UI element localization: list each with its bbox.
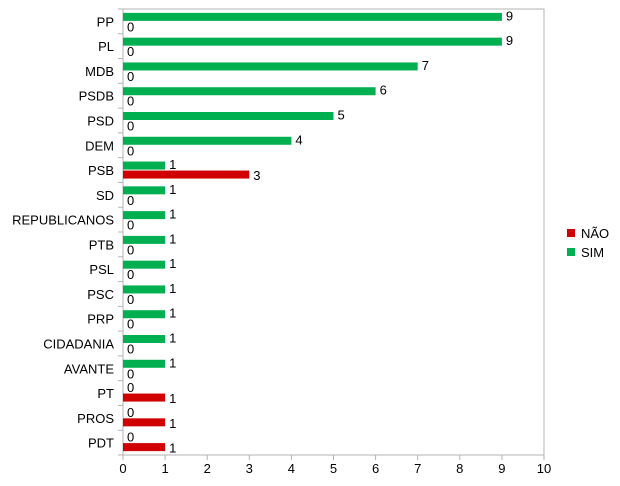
category-label: PSD <box>87 114 114 129</box>
legend-label: SIM <box>581 245 604 260</box>
data-label-sim: 1 <box>169 182 176 197</box>
bar-sim <box>123 260 166 269</box>
category-label: SD <box>96 188 114 203</box>
data-label-sim: 9 <box>506 33 513 48</box>
data-label-sim: 1 <box>169 256 176 271</box>
data-label-nao: 0 <box>127 242 134 257</box>
data-label-nao: 0 <box>127 366 134 381</box>
data-label-sim: 4 <box>295 132 302 147</box>
x-tick-label: 7 <box>414 461 421 476</box>
category-label: PRP <box>87 312 114 327</box>
category-label: AVANTE <box>64 361 114 376</box>
bar-sim <box>123 62 418 71</box>
legend-label: NÃO <box>581 226 609 241</box>
data-label-nao: 1 <box>169 416 176 431</box>
bars <box>123 12 502 452</box>
legend-swatch <box>567 229 575 237</box>
data-label-nao: 0 <box>127 69 134 84</box>
x-tick-label: 2 <box>204 461 211 476</box>
bar-sim <box>123 87 376 96</box>
bar-nao <box>123 393 166 402</box>
category-label: REPUBLICANOS <box>12 213 114 228</box>
data-label-sim: 1 <box>169 355 176 370</box>
bar-nao <box>123 170 250 179</box>
bar-sim <box>123 359 166 368</box>
bar-sim <box>123 161 166 170</box>
data-label-nao: 0 <box>127 193 134 208</box>
data-label-sim: 7 <box>422 58 429 73</box>
bar-sim <box>123 37 502 46</box>
data-label-nao: 0 <box>127 143 134 158</box>
x-tick-label: 1 <box>161 461 168 476</box>
data-label-sim: 1 <box>169 331 176 346</box>
data-label-sim: 1 <box>169 207 176 222</box>
data-label-sim: 1 <box>169 231 176 246</box>
bar-sim <box>123 335 166 343</box>
bar-sim <box>123 310 166 319</box>
bar-sim <box>123 186 166 195</box>
data-label-sim: 1 <box>169 281 176 296</box>
category-label: PSC <box>87 287 114 302</box>
legend: NÃO SIM <box>567 226 609 260</box>
category-label: PDT <box>88 436 114 451</box>
x-tick-label: 8 <box>456 461 463 476</box>
category-label: PP <box>97 14 114 29</box>
x-tick-label: 5 <box>330 461 337 476</box>
category-label: PTB <box>89 237 114 252</box>
data-label-nao: 0 <box>127 94 134 109</box>
category-label: PT <box>97 386 114 401</box>
bar-sim <box>123 285 166 294</box>
data-label-sim: 5 <box>338 108 345 123</box>
data-label-nao: 3 <box>253 168 260 183</box>
category-label: PSB <box>88 163 114 178</box>
x-tick-label: 6 <box>372 461 379 476</box>
data-label-sim: 1 <box>169 157 176 172</box>
x-tick-label: 10 <box>537 461 551 476</box>
category-label: PSDB <box>79 89 114 104</box>
bar-sim <box>123 112 334 120</box>
category-label: MDB <box>85 64 114 79</box>
data-label-nao: 0 <box>127 317 134 332</box>
x-tick-label: 3 <box>246 461 253 476</box>
x-axis: 0 1 2 3 4 5 6 7 8 9 10 <box>119 455 551 476</box>
bar-nao <box>123 418 166 427</box>
data-label-nao: 0 <box>127 44 134 59</box>
data-label-sim: 0 <box>127 405 134 420</box>
bar-nao <box>123 443 166 452</box>
data-label-nao: 1 <box>169 391 176 406</box>
data-label-sim: 6 <box>380 83 387 98</box>
x-tick-label: 9 <box>498 461 505 476</box>
x-tick-label: 0 <box>119 461 126 476</box>
category-label: PROS <box>77 411 114 426</box>
data-label-nao: 0 <box>127 342 134 357</box>
bar-sim <box>123 211 166 220</box>
bar-sim <box>123 136 292 145</box>
x-tick-label: 4 <box>288 461 295 476</box>
data-label-nao: 0 <box>127 119 134 134</box>
data-label-nao: 0 <box>127 267 134 282</box>
bar-sim <box>123 235 166 244</box>
data-label-sim: 0 <box>127 380 134 395</box>
data-label-nao: 0 <box>127 19 134 34</box>
category-label: PSL <box>89 262 114 277</box>
legend-swatch <box>567 248 575 256</box>
y-axis: PP PL MDB PSDB PSD DEM PSB SD REPUBLICANOS PTB PSL… <box>12 8 123 456</box>
data-label-nao: 0 <box>127 292 134 307</box>
plot-frame <box>122 8 545 456</box>
category-label: PL <box>98 39 114 54</box>
data-label-sim: 1 <box>169 306 176 321</box>
category-label: CIDADANIA <box>43 337 114 352</box>
data-label-sim: 9 <box>506 8 513 23</box>
data-label-nao: 0 <box>127 218 134 233</box>
bar-sim <box>123 12 502 21</box>
data-label-sim: 0 <box>127 430 134 445</box>
category-label: DEM <box>85 138 114 153</box>
data-label-nao: 1 <box>169 441 176 456</box>
